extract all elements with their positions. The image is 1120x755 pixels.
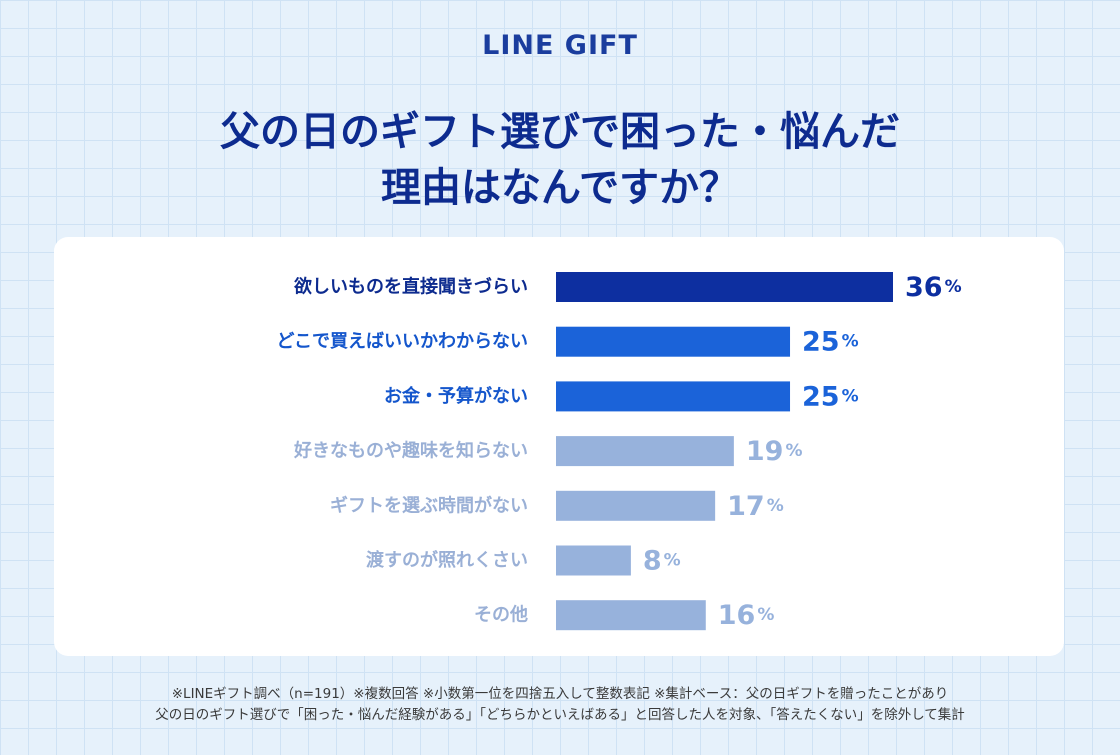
- footnote: ※LINEギフト調べ（n=191）※複数回答 ※小数第一位を四捨五入して整数表記…: [0, 684, 1120, 726]
- bar-label: 好きなものや趣味を知らない: [293, 440, 528, 462]
- bar: [556, 436, 734, 467]
- footnote-line-1: ※LINEギフト調べ（n=191）※複数回答 ※小数第一位を四捨五入して整数表記…: [171, 686, 949, 702]
- bar: [556, 272, 893, 302]
- bar-label: どこで買えばいいかわからない: [277, 331, 528, 352]
- bar: [556, 600, 706, 631]
- bar-label: ギフトを選ぶ時間がない: [330, 494, 528, 516]
- bar-label: 渡すのが照れくさい: [366, 549, 528, 571]
- bar-value-label: 17%: [727, 490, 784, 521]
- bar-label: お金・予算がない: [384, 385, 528, 407]
- bar-value-label: 16%: [718, 600, 775, 631]
- bar-value-label: 8%: [643, 545, 681, 576]
- title-line-2: 理由はなんですか？: [381, 165, 739, 211]
- page-title: 父の日のギフト選びで困った・悩んだ 理由はなんですか？: [0, 104, 1120, 216]
- bar: [556, 490, 716, 521]
- bar-value-label: 25%: [802, 326, 859, 357]
- bar-label: 欲しいものを直接聞きづらい: [293, 276, 528, 298]
- chart-card: 欲しいものを直接聞きづらい 36% どこで買えばいいかわからない 25% お金・予算がな…: [54, 237, 1064, 656]
- bar-value-label: 19%: [746, 436, 803, 467]
- bar: [556, 326, 791, 357]
- bar: [556, 381, 791, 412]
- bar-value-label: 25%: [802, 381, 859, 412]
- bar-value-label: 36%: [905, 272, 962, 303]
- brand-logo: LINE GIFT: [482, 30, 638, 61]
- footnote-line-2: 父の日のギフト選びで「困った・悩んだ経験がある」「どちらかといえばある」と回答し…: [155, 707, 965, 723]
- title-line-1: 父の日のギフト選びで困った・悩んだ: [220, 109, 900, 155]
- bar: [556, 545, 631, 576]
- bar-label: その他: [474, 604, 528, 626]
- bar-chart: 欲しいものを直接聞きづらい 36 % どこで買えばいいかわからない 25 % お金・予算がな…: [277, 272, 962, 631]
